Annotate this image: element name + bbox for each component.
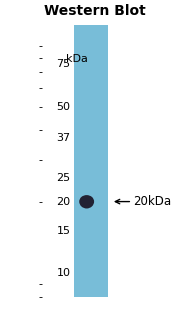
Text: 50: 50 xyxy=(57,102,70,112)
Text: kDa: kDa xyxy=(66,54,88,65)
Text: 25: 25 xyxy=(56,173,70,184)
Text: 10: 10 xyxy=(57,269,70,278)
Text: 20kDa: 20kDa xyxy=(133,195,171,208)
Text: 75: 75 xyxy=(56,59,70,70)
Text: Western Blot: Western Blot xyxy=(44,4,146,18)
Text: 20: 20 xyxy=(56,197,70,207)
Ellipse shape xyxy=(79,195,94,209)
Bar xyxy=(74,25,108,297)
Text: 15: 15 xyxy=(57,226,70,236)
Text: 37: 37 xyxy=(56,133,70,143)
